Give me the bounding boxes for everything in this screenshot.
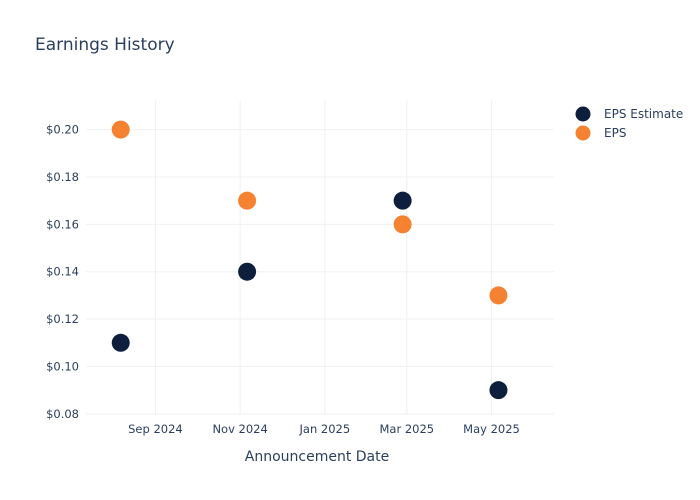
data-points xyxy=(111,120,508,400)
x-axis-ticks: Sep 2024 Nov 2024 Jan 2025 Mar 2025 May 2025 xyxy=(128,422,520,436)
legend-marker-icon xyxy=(575,106,591,122)
eps-estimate-point[interactable] xyxy=(489,381,508,400)
x-tick-label: Jan 2025 xyxy=(299,422,351,436)
eps-point[interactable] xyxy=(238,191,257,210)
y-tick-label: $0.10 xyxy=(46,359,79,373)
x-tick-label: May 2025 xyxy=(463,422,520,436)
eps-estimate-point[interactable] xyxy=(238,262,257,281)
eps-estimate-point[interactable] xyxy=(393,191,412,210)
y-tick-label: $0.18 xyxy=(46,170,79,184)
eps-estimate-point[interactable] xyxy=(111,333,130,352)
y-tick-label: $0.14 xyxy=(46,265,79,279)
eps-point[interactable] xyxy=(393,215,412,234)
eps-point[interactable] xyxy=(111,120,130,139)
y-tick-label: $0.08 xyxy=(46,407,79,421)
x-axis-title: Announcement Date xyxy=(245,449,389,465)
y-tick-label: $0.16 xyxy=(46,217,79,231)
y-tick-label: $0.12 xyxy=(46,312,79,326)
chart-title: Earnings History xyxy=(35,35,175,55)
x-tick-label: Sep 2024 xyxy=(128,422,183,436)
eps-point[interactable] xyxy=(489,286,508,305)
x-tick-label: Mar 2025 xyxy=(379,422,434,436)
legend-label: EPS Estimate xyxy=(604,107,683,121)
legend[interactable]: EPS Estimate EPS xyxy=(575,106,684,141)
y-axis-ticks: $0.08 $0.10 $0.12 $0.14 $0.16 $0.18 $0.20 xyxy=(46,123,79,421)
legend-label: EPS xyxy=(604,126,626,140)
legend-marker-icon xyxy=(575,125,591,141)
x-tick-label: Nov 2024 xyxy=(212,422,267,436)
legend-item-eps-estimate[interactable]: EPS Estimate xyxy=(575,106,684,122)
y-tick-label: $0.20 xyxy=(46,123,79,137)
grid-layer xyxy=(86,100,554,415)
legend-item-eps[interactable]: EPS xyxy=(575,125,627,141)
